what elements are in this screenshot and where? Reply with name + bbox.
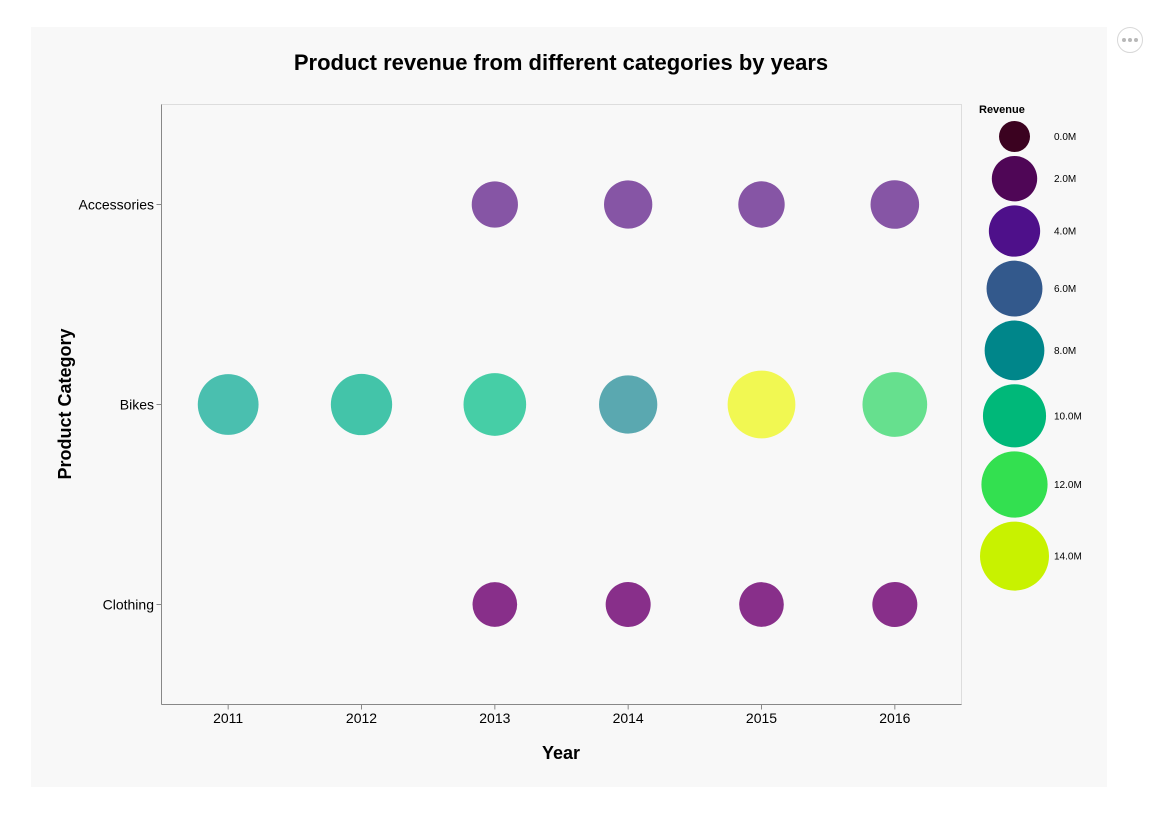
legend-label: 0.0M (1054, 132, 1076, 143)
point-clothing-2014[interactable]: Clothing 2014: 1900000 (605, 582, 651, 627)
legend-label: 10.0M (1054, 411, 1082, 422)
y-tick-label: Clothing (103, 597, 154, 613)
chart-title: Product revenue from different categorie… (294, 50, 828, 75)
point-accessories-2015[interactable]: Accessories 2015: 2300000 (738, 181, 785, 228)
point-accessories-2016[interactable]: Accessories 2016: 3000000 (870, 180, 920, 229)
x-axis-ticks: 2011 2012 2013 2014 2015 2016 (213, 704, 911, 726)
y-axis-title: Product Category (55, 328, 75, 479)
x-tick-label: 2012 (346, 710, 377, 726)
point-bikes-2013[interactable]: Bikes 2013: 9700000 (463, 373, 527, 436)
legend-label: 8.0M (1054, 346, 1076, 357)
point-bikes-2016[interactable]: Bikes 2016: 11000000 (862, 372, 928, 437)
legend-label: 12.0M (1054, 480, 1082, 491)
x-axis-title: Year (542, 743, 580, 763)
x-tick-label: 2015 (746, 710, 777, 726)
chart-background (31, 27, 1107, 787)
legend-swatch (984, 320, 1045, 381)
legend-label: 2.0M (1054, 174, 1076, 185)
x-tick-label: 2014 (613, 710, 644, 726)
x-tick-label: 2016 (879, 710, 910, 726)
legend-swatch (981, 451, 1048, 518)
point-accessories-2013[interactable]: Accessories 2013: 2250000 (471, 181, 518, 228)
legend-swatch (991, 156, 1038, 202)
actions-menu-button[interactable] (1117, 27, 1143, 53)
point-bikes-2011[interactable]: Bikes 2011: 8600000 (197, 374, 259, 435)
point-clothing-2013[interactable]: Clothing 2013: 1800000 (472, 582, 518, 627)
legend-swatch (999, 121, 1030, 152)
y-tick-label: Bikes (120, 397, 154, 413)
menu-dot-icon (1134, 38, 1138, 42)
legend-title: Revenue (979, 104, 1025, 116)
data-points: Accessories 2013: 2250000 Accessories 201… (197, 180, 928, 627)
legend-label: 4.0M (1054, 227, 1076, 238)
y-tick-label: Accessories (79, 197, 154, 213)
legend-swatch (980, 521, 1049, 591)
legend-swatch (988, 205, 1041, 257)
legend-label: 6.0M (1054, 284, 1076, 295)
point-bikes-2012[interactable]: Bikes 2012: 8900000 (330, 373, 393, 436)
point-accessories-2014[interactable]: Accessories 2014: 2900000 (604, 180, 653, 229)
point-bikes-2014[interactable]: Bikes 2014: 7200000 (599, 375, 658, 434)
point-clothing-2016[interactable]: Clothing 2016: 1900000 (872, 582, 918, 627)
legend-label: 14.0M (1054, 552, 1082, 563)
point-bikes-2015[interactable]: Bikes 2015: 13100000 (727, 370, 796, 439)
legend-swatch (986, 260, 1043, 317)
legend: 0.0M 2.0M 4.0M 6.0M 8.0M 10.0M 12.0M 14.0M (980, 121, 1082, 591)
menu-dot-icon (1128, 38, 1132, 42)
y-axis-ticks: Accessories Bikes Clothing (79, 197, 162, 613)
legend-swatch (982, 384, 1047, 448)
menu-dot-icon (1122, 38, 1126, 42)
point-clothing-2015[interactable]: Clothing 2015: 1800000 (739, 582, 784, 627)
x-tick-label: 2011 (213, 710, 243, 726)
x-tick-label: 2013 (479, 710, 510, 726)
